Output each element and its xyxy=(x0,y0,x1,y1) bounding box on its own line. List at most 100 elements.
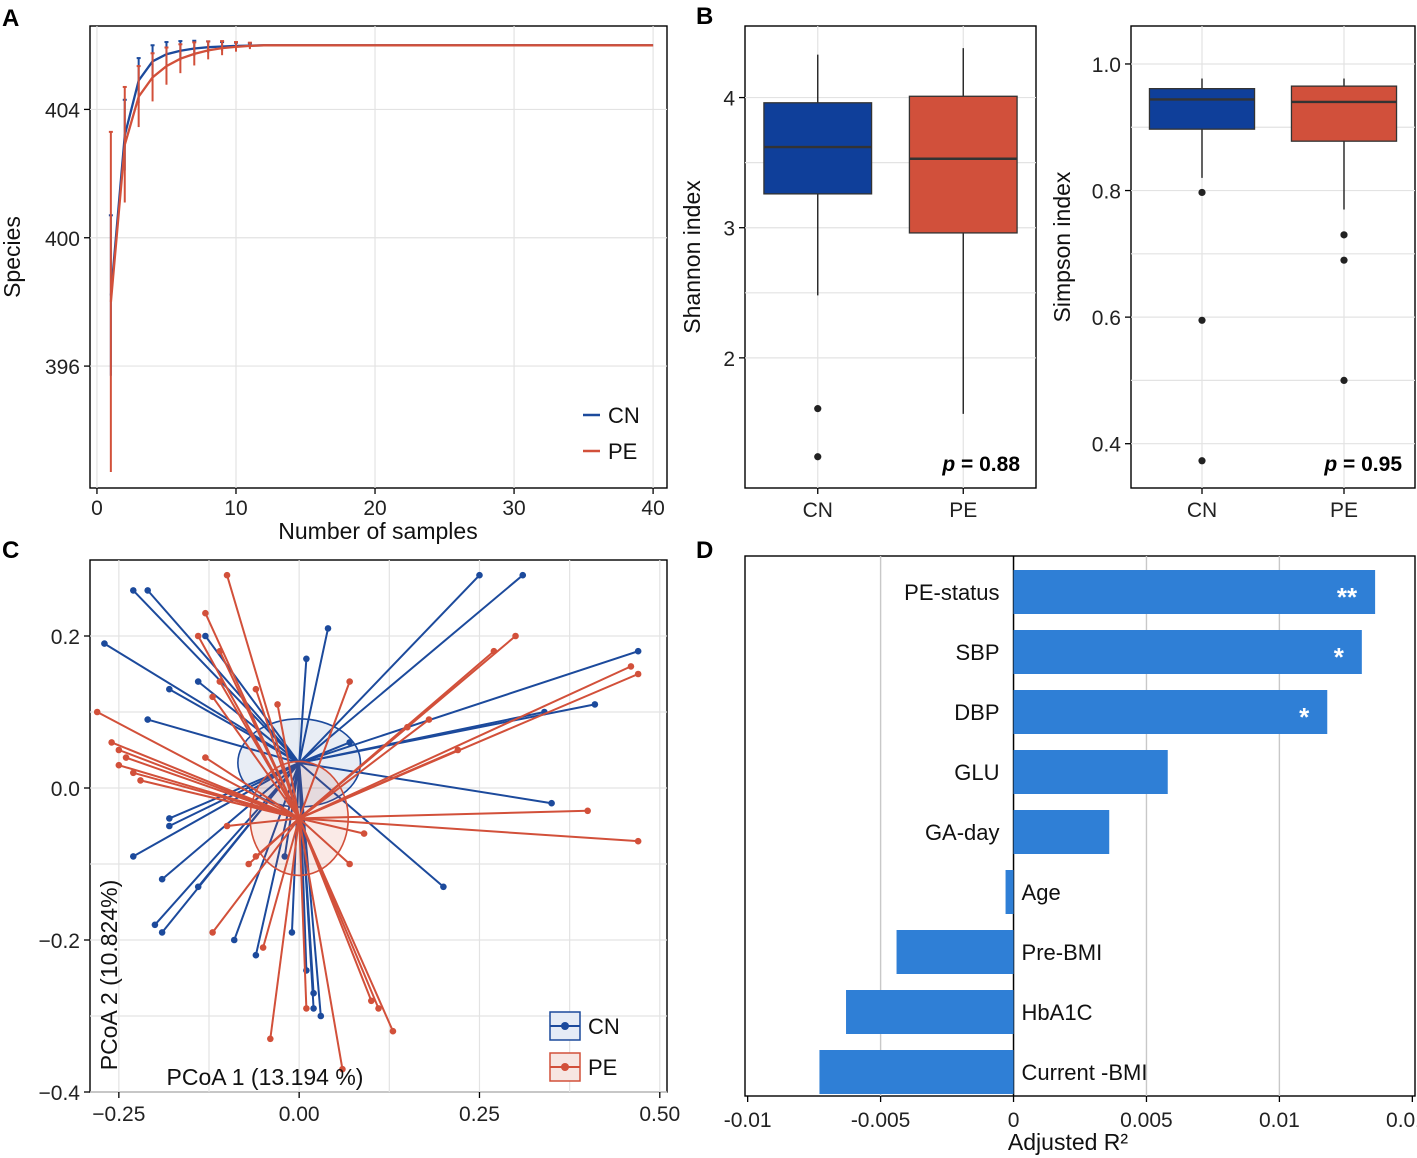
bar-category-label: DBP xyxy=(954,700,999,725)
bar-row: Pre-BMI xyxy=(896,930,1103,974)
sample-point xyxy=(591,701,599,708)
spider-line xyxy=(140,779,300,820)
sample-point xyxy=(194,883,202,891)
x-tick-label: PE xyxy=(1330,499,1358,522)
sample-point xyxy=(151,921,159,929)
shannon-boxes xyxy=(763,48,1018,461)
panel-d-bar-chart: PE-status ** SBP * DBP * GLU GA-day Age Pre-BMI Hb… xyxy=(724,555,1417,1155)
box-cn xyxy=(1148,78,1256,465)
sample-point xyxy=(303,1005,310,1012)
spider-line xyxy=(298,762,315,1009)
shannon-p-value: p = 0.88 xyxy=(941,453,1020,476)
sample-point xyxy=(209,929,216,936)
sample-point xyxy=(216,647,224,655)
sample-point xyxy=(274,701,281,708)
sample-point xyxy=(202,609,209,617)
bar-category-label: Pre-BMI xyxy=(1022,940,1103,965)
bar-row: PE-status ** xyxy=(904,570,1376,614)
spider-line xyxy=(298,665,632,820)
y-tick-label: 4 xyxy=(723,88,735,111)
y-tick-label: 3 xyxy=(723,218,735,241)
bar xyxy=(1013,630,1362,674)
simpson-y-label: Simpson index xyxy=(1049,171,1075,322)
group-pe xyxy=(93,571,642,1073)
y-tick-label: 0.6 xyxy=(1092,307,1121,330)
legend-cn-label: CN xyxy=(588,1014,620,1039)
shannon-p-text: = 0.88 xyxy=(955,453,1020,476)
spider-line xyxy=(204,635,300,764)
bar xyxy=(1013,570,1376,614)
spider-line xyxy=(154,762,300,926)
sample-point xyxy=(512,632,519,640)
sample-point xyxy=(209,693,216,701)
panel-letter-b: B xyxy=(696,3,713,30)
x-tick-label: 40 xyxy=(641,497,664,520)
x-tick-label: PE xyxy=(949,499,977,522)
bar xyxy=(846,990,1014,1034)
bar-row: Age xyxy=(1005,870,1061,914)
spider-line xyxy=(298,818,344,1070)
sample-point xyxy=(519,571,527,579)
panel-b-left-frame xyxy=(744,25,1037,489)
sample-point xyxy=(425,716,433,723)
sample-point xyxy=(360,830,368,837)
x-tick-label: 0.015 xyxy=(1386,1109,1417,1132)
outlier-point xyxy=(814,405,822,413)
sample-point xyxy=(375,1005,382,1012)
sample-point xyxy=(252,951,260,959)
sample-point xyxy=(634,837,642,845)
x-tick-label: 0.00 xyxy=(279,1103,320,1126)
legend-cn-swatch-dot xyxy=(561,1022,569,1030)
bar-row: DBP * xyxy=(954,690,1328,734)
sample-point xyxy=(303,655,310,663)
outlier-point xyxy=(1340,376,1348,385)
sample-point xyxy=(158,929,166,936)
spider-line xyxy=(218,650,301,819)
sample-point xyxy=(166,685,173,693)
sample-point xyxy=(202,632,209,640)
series-line-pe xyxy=(109,44,654,303)
y-tick-label: 0.4 xyxy=(1092,434,1122,457)
significance-marker: * xyxy=(1334,642,1345,672)
sample-point xyxy=(223,571,231,579)
sample-point xyxy=(115,746,123,754)
y-tick-label: 400 xyxy=(45,228,80,251)
spider-line xyxy=(298,817,351,865)
bar xyxy=(1013,750,1168,794)
sample-point xyxy=(548,799,555,807)
spider-line xyxy=(161,762,300,880)
bar-category-label: Age xyxy=(1022,880,1061,905)
y-tick-label: 396 xyxy=(45,356,80,379)
pcoa-y-label: PCoA 2 (10.824%) xyxy=(96,880,122,1071)
group-cn xyxy=(101,571,642,1020)
sample-point xyxy=(267,1035,274,1043)
box-pe xyxy=(1290,78,1398,385)
bar-category-label: GLU xyxy=(954,760,999,785)
x-tick-label: 10 xyxy=(224,497,247,520)
panel-letter-d: D xyxy=(696,537,713,564)
spider-line xyxy=(254,688,301,819)
spider-line xyxy=(218,681,301,819)
significance-marker: * xyxy=(1299,702,1310,732)
outlier-point xyxy=(1340,256,1348,264)
shannon-y-label: Shannon index xyxy=(679,180,705,334)
x-tick-label: 0.25 xyxy=(459,1103,500,1126)
outlier-point xyxy=(814,453,822,461)
iqr-box xyxy=(1290,85,1398,142)
x-tick-label: 20 xyxy=(363,497,386,520)
sample-point xyxy=(245,860,252,868)
bar-x-label: Adjusted R² xyxy=(1008,1129,1129,1155)
spider-line xyxy=(298,681,351,819)
bar xyxy=(1013,810,1110,854)
sample-point xyxy=(288,929,296,936)
bar-category-label: PE-status xyxy=(904,580,999,605)
bar-category-label: HbA1C xyxy=(1022,1000,1093,1025)
sample-point xyxy=(223,822,231,830)
spider-line xyxy=(298,718,430,820)
bar-row: HbA1C xyxy=(846,990,1093,1034)
spider-line xyxy=(147,718,300,764)
legend-pe-label: PE xyxy=(608,439,637,464)
bar xyxy=(1013,690,1328,734)
sample-point xyxy=(339,1065,346,1073)
